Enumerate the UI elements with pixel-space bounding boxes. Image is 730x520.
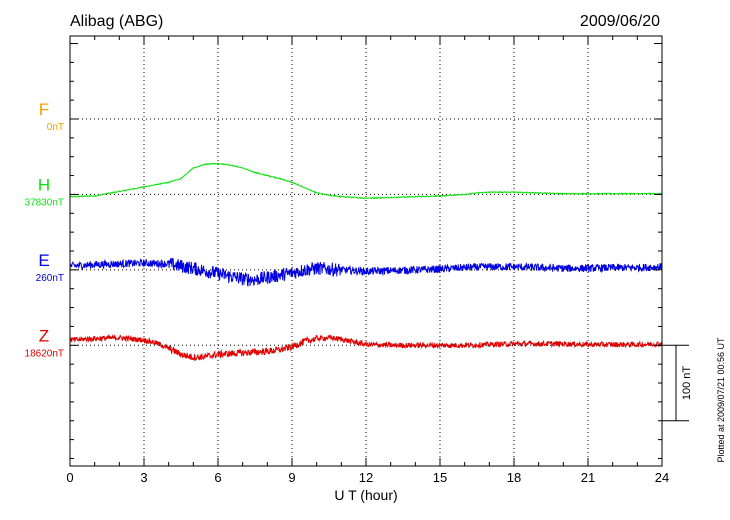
tick-marks (69, 36, 663, 466)
series-label-f: F (39, 100, 49, 119)
x-tick-label: 21 (581, 470, 595, 485)
date-label: 2009/06/20 (580, 13, 660, 30)
series-labels: F 0nT H 37830nT E 260nT Z 18620nT (25, 100, 64, 359)
x-tick-labels: 0 3 6 9 12 15 18 21 24 (66, 470, 669, 485)
series-line-h (69, 162, 663, 200)
series-baseline-h: 37830nT (25, 197, 64, 208)
series-baseline-z: 18620nT (25, 348, 64, 359)
station-title: Alibag (ABG) (70, 13, 163, 30)
x-tick-label: 24 (655, 470, 669, 485)
x-tick-label: 18 (507, 470, 521, 485)
x-tick-label: 6 (214, 470, 221, 485)
grid (70, 36, 662, 466)
series-line-e (69, 257, 663, 287)
series-label-z: Z (39, 326, 49, 345)
series-lines (69, 162, 663, 361)
x-tick-label: 15 (433, 470, 447, 485)
x-tick-label: 3 (140, 470, 147, 485)
series-baseline-e: 260nT (36, 273, 64, 284)
x-tick-label: 0 (66, 470, 73, 485)
series-label-h: H (38, 175, 50, 194)
series-baseline-f: 0nT (47, 122, 64, 133)
scale-bar-label: 100 nT (681, 366, 693, 401)
series-line-z (69, 333, 663, 361)
x-tick-label: 12 (359, 470, 373, 485)
plotted-at-label: Plotted at 2009/07/21 00:56 UT (716, 337, 726, 463)
x-tick-label: 9 (288, 470, 295, 485)
scale-bar: 100 nT (662, 344, 693, 422)
x-axis-title: U T (hour) (334, 487, 397, 503)
series-label-e: E (38, 251, 49, 270)
